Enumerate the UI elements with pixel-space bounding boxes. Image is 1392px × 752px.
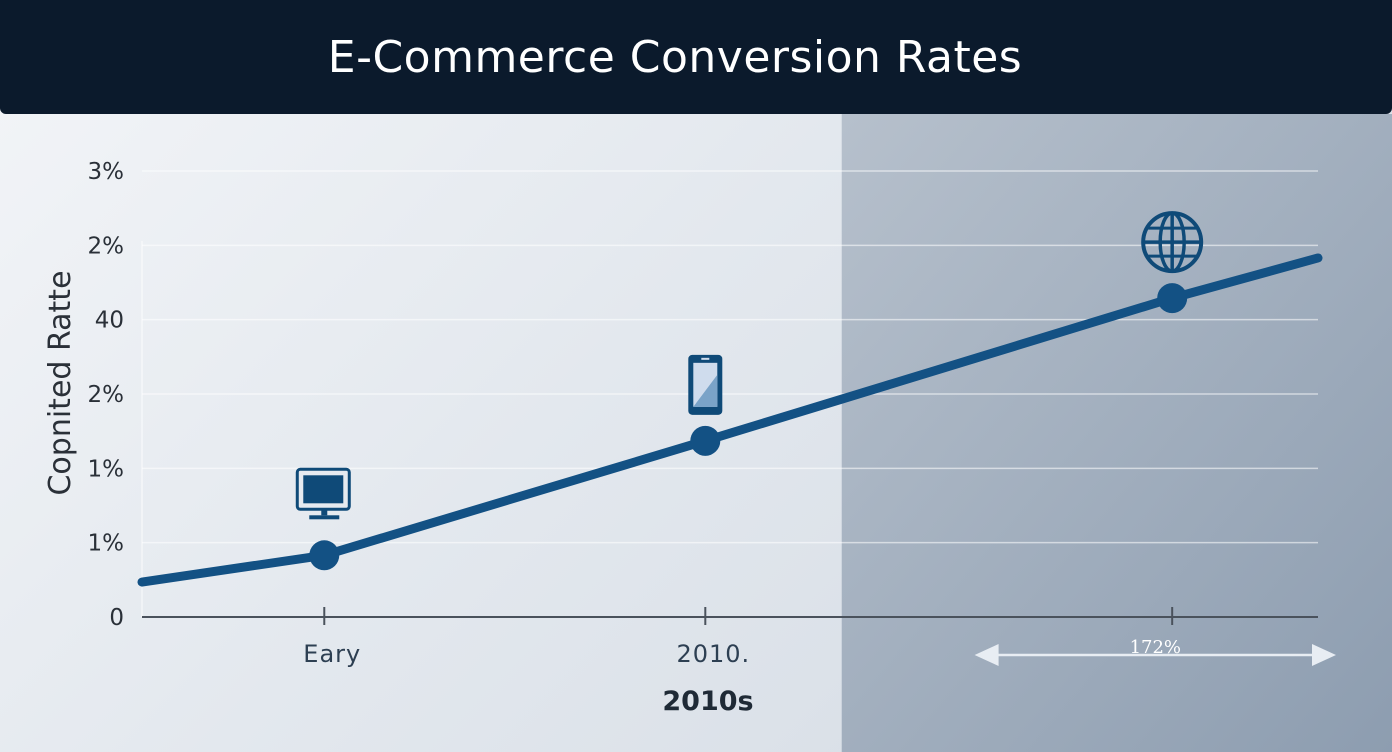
monitor-stand xyxy=(309,515,340,520)
title-bar: E-Commerce Conversion Rates xyxy=(0,0,1392,114)
annotation-label: 172% xyxy=(1130,637,1181,658)
data-point xyxy=(309,540,340,571)
annotation-arrowhead-left xyxy=(974,644,999,666)
y-tick-label: 0 xyxy=(109,605,124,631)
desktop-monitor-icon xyxy=(295,467,351,520)
shaded-region xyxy=(841,114,1392,752)
y-tick-label: 2% xyxy=(88,233,125,259)
x-category-label: 2010. xyxy=(676,640,750,668)
x-axis-label: 2010s xyxy=(662,686,753,717)
grid-lines xyxy=(142,170,1318,544)
globe-icon xyxy=(1141,211,1204,274)
chart-title: E-Commerce Conversion Rates xyxy=(327,32,1023,83)
y-tick-label: 1% xyxy=(88,531,125,557)
icons xyxy=(295,211,1204,520)
data-point xyxy=(690,425,721,456)
annotation: 172% xyxy=(974,637,1336,666)
monitor-screen xyxy=(303,475,344,504)
y-tick-label: 3% xyxy=(88,159,125,185)
y-tick-label: 2% xyxy=(88,382,125,408)
monitor-neck xyxy=(321,509,328,516)
smartphone-icon xyxy=(688,354,723,415)
data-point xyxy=(1157,283,1188,314)
x-axis-ticks: Eary 2010. xyxy=(303,607,1174,668)
data-series xyxy=(137,253,1323,587)
phone-screen-shine xyxy=(693,374,718,407)
axes xyxy=(141,241,1318,618)
y-axis-label: Copnited Ratte xyxy=(43,270,78,495)
annotation-arrowhead-right xyxy=(1312,644,1336,666)
y-tick-label: 1% xyxy=(88,456,125,482)
phone-speaker xyxy=(701,357,710,360)
x-category-label: Eary xyxy=(303,640,361,668)
y-tick-label: 40 xyxy=(95,308,124,334)
y-tick-labels: 0 1% 1% 2% 40 2% 3% xyxy=(88,159,125,631)
